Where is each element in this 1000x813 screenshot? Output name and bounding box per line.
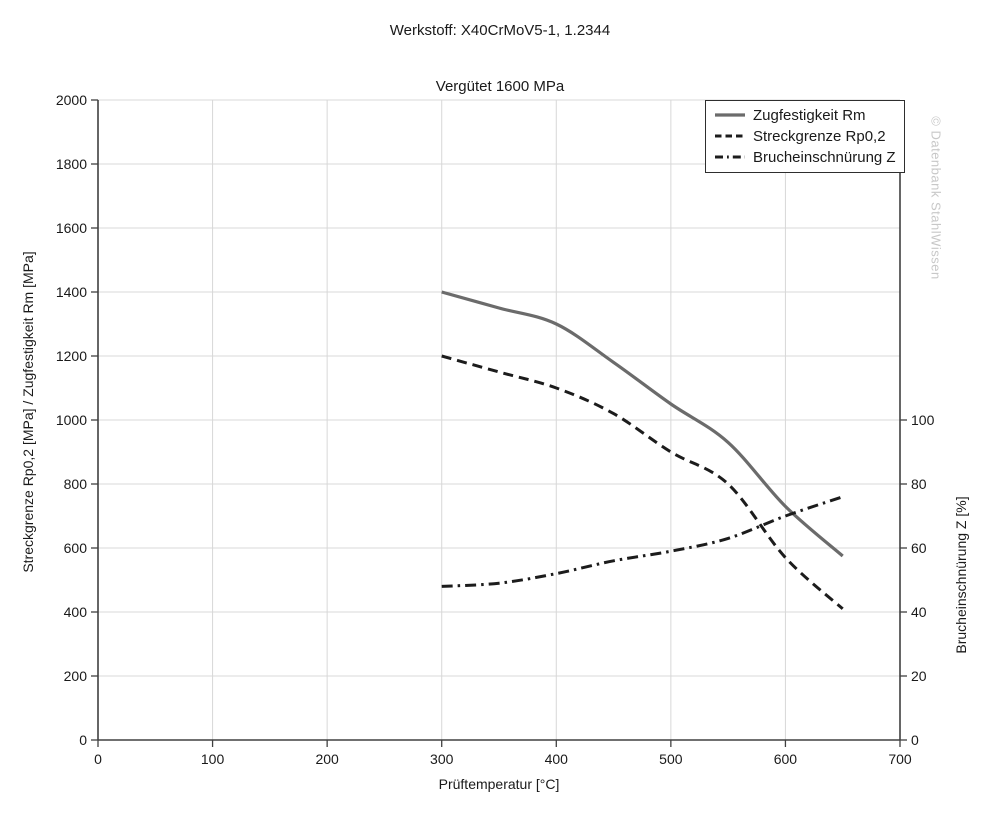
legend-label: Zugfestigkeit Rm xyxy=(753,106,866,124)
solid-line-icon xyxy=(715,113,745,117)
x-axis-label: Prüftemperatur [°C] xyxy=(438,776,560,792)
y-left-tick-label: 1400 xyxy=(56,284,87,300)
x-tick-label: 100 xyxy=(201,751,225,767)
y-left-tick-label: 1600 xyxy=(56,220,87,236)
y-left-tick-label: 200 xyxy=(64,668,88,684)
y-axis-right-label: Brucheinschnürung Z [%] xyxy=(953,496,969,654)
dashed-line-icon xyxy=(715,134,745,138)
chart-title: Werkstoff: X40CrMoV5-1, 1.2344 xyxy=(389,22,611,39)
y-left-tick-label: 800 xyxy=(64,476,88,492)
chart-legend: Zugfestigkeit Rm Streckgrenze Rp0,2 Bruc… xyxy=(705,100,905,173)
series-line-3 xyxy=(441,495,844,588)
y-left-tick-label: 1800 xyxy=(56,156,87,172)
x-tick-label: 500 xyxy=(659,751,683,767)
x-tick-label: 300 xyxy=(430,751,454,767)
series-line-2 xyxy=(441,354,844,610)
legend-item-brucheinschnuerung-z: Brucheinschnürung Z xyxy=(714,147,896,167)
y-left-tick-label: 2000 xyxy=(56,92,87,108)
x-tick-label: 600 xyxy=(774,751,798,767)
y-right-tick-label: 40 xyxy=(911,604,927,620)
legend-item-streckgrenze-rp02: Streckgrenze Rp0,2 xyxy=(714,126,896,146)
y-right-tick-label: 60 xyxy=(911,540,927,556)
y-left-tick-label: 1200 xyxy=(56,348,87,364)
y-left-tick-label: 400 xyxy=(64,604,88,620)
x-tick-label: 400 xyxy=(545,751,569,767)
legend-label: Streckgrenze Rp0,2 xyxy=(753,127,886,145)
y-left-tick-label: 600 xyxy=(64,540,88,556)
y-right-tick-label: 80 xyxy=(911,476,927,492)
watermark-text: © Datenbank StahlWissen xyxy=(928,116,944,280)
y-left-tick-label: 0 xyxy=(79,732,87,748)
y-axis-left-label: Streckgrenze Rp0,2 [MPa] / Zugfestigkeit… xyxy=(20,251,36,573)
x-tick-label: 700 xyxy=(888,751,912,767)
y-left-tick-label: 1000 xyxy=(56,412,87,428)
x-tick-label: 200 xyxy=(315,751,339,767)
legend-label: Brucheinschnürung Z xyxy=(753,148,896,166)
legend-item-zugfestigkeit-rm: Zugfestigkeit Rm xyxy=(714,105,896,125)
y-right-tick-label: 0 xyxy=(911,732,919,748)
y-right-tick-label: 20 xyxy=(911,668,927,684)
y-right-tick-label: 100 xyxy=(911,412,935,428)
dashdot-line-icon xyxy=(715,155,745,159)
chart-subtitle: Vergütet 1600 MPa xyxy=(435,78,565,95)
x-tick-label: 0 xyxy=(94,751,102,767)
series-line-1 xyxy=(441,290,844,558)
